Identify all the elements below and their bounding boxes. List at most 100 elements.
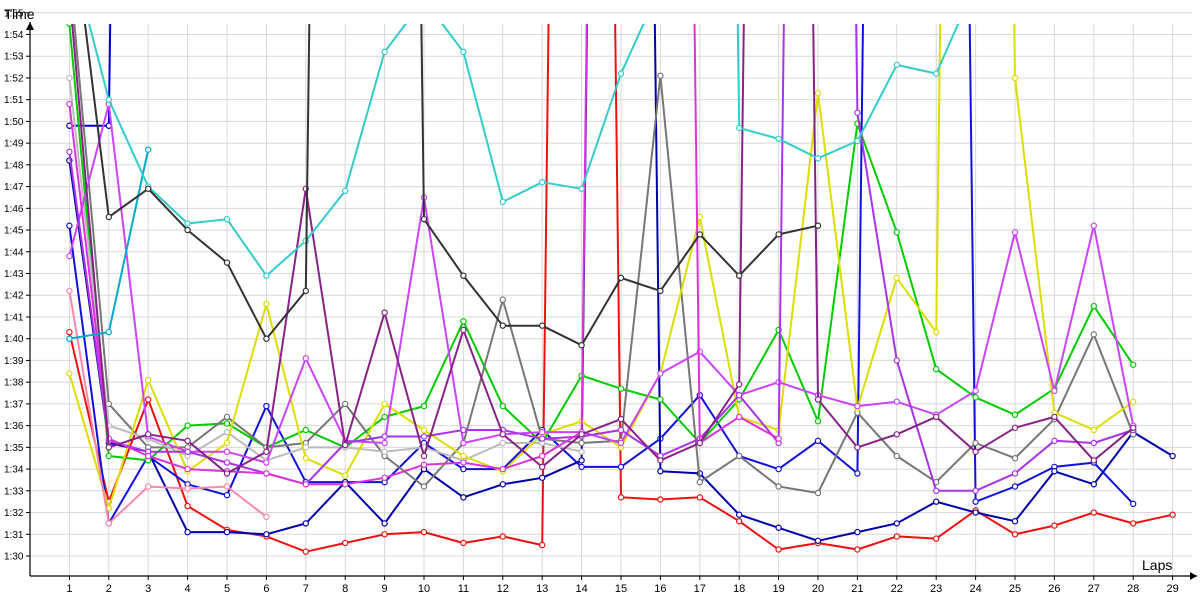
y-tick-label: 1:55 — [4, 8, 24, 19]
data-point — [105, 444, 113, 451]
data-point — [657, 72, 664, 79]
y-tick-label: 1:37 — [4, 399, 24, 410]
y-tick-label: 1:47 — [4, 182, 24, 193]
y-tick-label: 1:50 — [4, 117, 24, 128]
data-point — [1011, 74, 1019, 82]
data-point — [223, 420, 231, 427]
data-point — [854, 444, 861, 451]
y-tick-label: 1:41 — [4, 312, 24, 323]
data-point — [1129, 361, 1137, 368]
series-6 — [73, 24, 1137, 497]
data-point — [342, 472, 349, 479]
series-layer — [66, 24, 1176, 555]
data-point — [381, 448, 388, 455]
data-point — [381, 48, 388, 56]
series-11 — [66, 24, 1137, 495]
y-tick-label: 1:44 — [4, 247, 24, 258]
data-point — [460, 494, 467, 501]
data-point — [420, 433, 428, 440]
x-tick-label: 2 — [106, 583, 112, 595]
data-point — [1011, 424, 1019, 431]
data-point — [736, 124, 743, 132]
data-point — [105, 213, 113, 221]
data-point — [539, 322, 546, 329]
data-point — [223, 470, 231, 477]
data-point — [972, 394, 979, 401]
tick-labels: 1 2 3 4 5 6 7 8 9 10 11 12 13 14 15 16 17 18 19 20 21 22 23 24 2… — [4, 8, 1179, 595]
series-line — [68, 77, 582, 462]
data-point — [223, 459, 231, 466]
x-tick-label: 16 — [654, 583, 666, 595]
data-point — [263, 300, 270, 308]
data-point — [1090, 457, 1098, 464]
data-point — [66, 328, 73, 336]
data-point — [460, 426, 467, 434]
series-line — [68, 24, 1134, 510]
data-point — [460, 272, 467, 279]
data-point — [223, 528, 231, 536]
data-point — [66, 24, 73, 27]
data-point — [420, 528, 428, 536]
data-point — [263, 335, 270, 342]
data-point — [302, 426, 309, 434]
data-point — [539, 474, 546, 481]
x-tick-label: 20 — [812, 583, 824, 595]
data-point — [854, 109, 861, 116]
x-tick-label: 19 — [772, 583, 784, 595]
data-point — [460, 459, 467, 466]
data-point — [893, 229, 901, 236]
data-point — [342, 481, 349, 488]
y-tick-label: 1:54 — [4, 30, 24, 41]
data-point — [1051, 522, 1058, 529]
data-point — [657, 370, 664, 377]
data-point — [736, 452, 743, 460]
data-point — [302, 355, 309, 362]
y-tick-label: 1:31 — [4, 530, 24, 541]
x-tick-label: 10 — [418, 583, 430, 595]
data-point — [617, 70, 625, 77]
data-point — [1169, 452, 1176, 460]
data-point — [933, 413, 940, 421]
series-line — [83, 24, 819, 347]
data-point — [302, 287, 309, 295]
data-point — [972, 439, 979, 447]
data-point — [1090, 222, 1098, 229]
data-point — [144, 452, 152, 460]
data-point — [657, 457, 664, 464]
y-tick-label: 1:42 — [4, 291, 24, 302]
y-tick-label: 1:38 — [4, 378, 24, 389]
data-point — [539, 435, 546, 442]
data-point — [223, 483, 231, 490]
x-tick-label: 29 — [1166, 583, 1178, 595]
series-line — [68, 24, 1135, 462]
data-point — [420, 452, 428, 460]
data-point — [854, 528, 861, 536]
data-point — [775, 524, 782, 531]
data-point — [1011, 531, 1019, 538]
data-point — [775, 435, 782, 442]
data-point — [814, 489, 822, 497]
data-point — [736, 272, 743, 279]
data-point — [420, 483, 428, 490]
data-point — [814, 396, 822, 403]
data-point — [460, 539, 467, 547]
data-point — [342, 539, 349, 547]
x-tick-label: 6 — [263, 583, 269, 595]
data-point — [657, 468, 664, 475]
data-point — [263, 531, 270, 538]
data-point — [460, 326, 467, 334]
data-point — [144, 185, 152, 192]
data-point — [1090, 439, 1098, 447]
data-point — [105, 452, 113, 460]
data-point — [893, 431, 901, 438]
data-point — [854, 402, 861, 410]
data-point — [381, 433, 388, 440]
data-point — [814, 89, 822, 97]
x-axis-arrow — [1190, 572, 1197, 580]
data-point — [263, 272, 270, 279]
x-tick-label: 26 — [1048, 583, 1060, 595]
data-point — [933, 498, 940, 505]
data-point — [972, 498, 979, 505]
y-tick-label: 1:40 — [4, 334, 24, 345]
data-point — [578, 463, 585, 471]
